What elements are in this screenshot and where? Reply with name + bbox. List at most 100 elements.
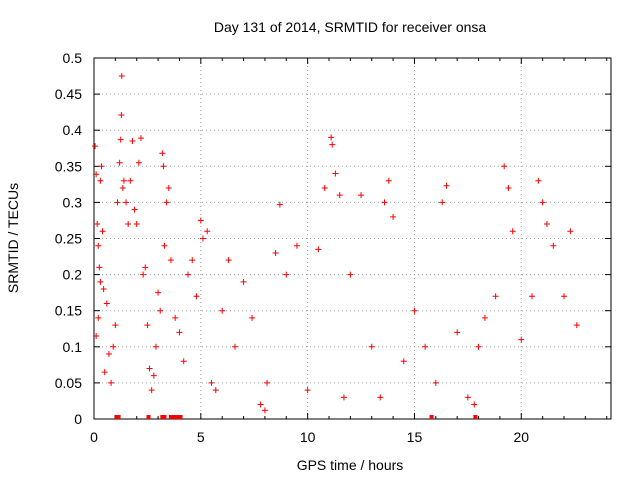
- data-point: [454, 329, 461, 336]
- zero-point: [146, 415, 151, 419]
- x-tick-label: 20: [513, 429, 529, 445]
- data-point: [93, 171, 100, 178]
- data-point: [167, 257, 174, 264]
- zero-point: [176, 415, 181, 419]
- y-tick-label: 0.15: [55, 303, 82, 319]
- data-point: [543, 221, 550, 228]
- data-point: [95, 314, 102, 321]
- zero-point: [473, 415, 478, 419]
- data-point: [127, 177, 134, 184]
- data-point: [509, 228, 516, 235]
- chart-title: Day 131 of 2014, SRMTID for receiver ons…: [214, 19, 487, 35]
- data-point: [165, 184, 172, 191]
- data-point: [150, 372, 157, 379]
- data-point: [377, 394, 384, 401]
- data-point: [240, 278, 247, 285]
- data-point: [567, 228, 574, 235]
- data-point: [152, 343, 159, 350]
- data-point: [439, 199, 446, 206]
- data-point: [328, 134, 335, 141]
- data-point: [172, 314, 179, 321]
- data-point: [358, 192, 365, 199]
- data-point: [347, 271, 354, 278]
- data-point: [176, 329, 183, 336]
- data-point: [390, 213, 397, 220]
- data-point: [142, 264, 149, 271]
- data-point: [315, 246, 322, 253]
- data-point: [163, 199, 170, 206]
- data-point: [99, 228, 106, 235]
- data-point: [135, 159, 142, 166]
- data-point: [561, 293, 567, 300]
- zero-point: [429, 415, 434, 419]
- data-point: [264, 379, 271, 386]
- data-point: [329, 141, 336, 148]
- data-point: [133, 221, 140, 228]
- data-point: [471, 401, 478, 408]
- data-point: [114, 199, 121, 206]
- data-point: [100, 286, 107, 293]
- data-point: [199, 235, 206, 242]
- data-point: [96, 264, 103, 271]
- data-point: [501, 163, 508, 170]
- data-point: [272, 249, 279, 256]
- data-point: [148, 387, 155, 394]
- data-point: [131, 206, 138, 213]
- data-point: [276, 201, 283, 208]
- zero-point: [162, 415, 167, 419]
- data-point: [180, 358, 187, 365]
- data-point: [98, 163, 105, 170]
- data-point: [400, 358, 407, 365]
- data-point: [110, 343, 117, 350]
- data-point: [155, 289, 162, 296]
- data-point: [261, 407, 268, 414]
- data-point: [340, 394, 347, 401]
- data-point: [103, 300, 110, 307]
- data-point: [304, 387, 311, 394]
- data-point: [293, 242, 300, 249]
- data-point: [283, 271, 290, 278]
- data-point: [146, 365, 153, 372]
- y-tick-label: 0: [74, 411, 82, 427]
- data-point: [129, 138, 136, 145]
- data-point: [550, 242, 557, 249]
- x-tick-label: 5: [197, 429, 205, 445]
- data-point: [123, 199, 130, 206]
- data-point: [422, 343, 429, 350]
- data-point: [332, 170, 339, 177]
- data-point: [159, 150, 166, 157]
- data-point: [432, 379, 439, 386]
- data-point: [160, 163, 167, 170]
- data-points: [92, 73, 580, 419]
- data-point: [443, 182, 450, 189]
- data-point: [212, 387, 219, 394]
- data-point: [140, 271, 147, 278]
- x-tick-label: 15: [407, 429, 423, 445]
- zero-point: [160, 415, 165, 419]
- y-tick-label: 0.05: [55, 375, 82, 391]
- data-point: [118, 73, 125, 80]
- data-point: [93, 332, 100, 339]
- data-point: [535, 177, 542, 184]
- axis-ticks: 0 0.05 0.1 0.15 0.2 0.25 0.3 0.35 0.4 0.45 0.5 0 5 10…: [55, 50, 611, 445]
- zero-point: [116, 415, 121, 419]
- data-point: [94, 221, 101, 228]
- data-point: [464, 394, 471, 401]
- data-point: [505, 184, 512, 191]
- grid: [94, 58, 611, 419]
- data-point: [189, 257, 196, 264]
- data-point: [336, 192, 343, 199]
- data-point: [193, 293, 200, 300]
- data-point: [144, 322, 151, 329]
- data-point: [219, 307, 226, 314]
- data-point: [161, 242, 168, 249]
- y-axis-label: SRMTID / TECUs: [5, 183, 21, 293]
- zero-point: [114, 415, 119, 419]
- data-point: [539, 199, 546, 206]
- zero-point: [168, 415, 173, 419]
- data-point: [97, 278, 104, 285]
- data-point: [204, 228, 211, 235]
- data-point: [475, 343, 482, 350]
- data-point: [249, 314, 256, 321]
